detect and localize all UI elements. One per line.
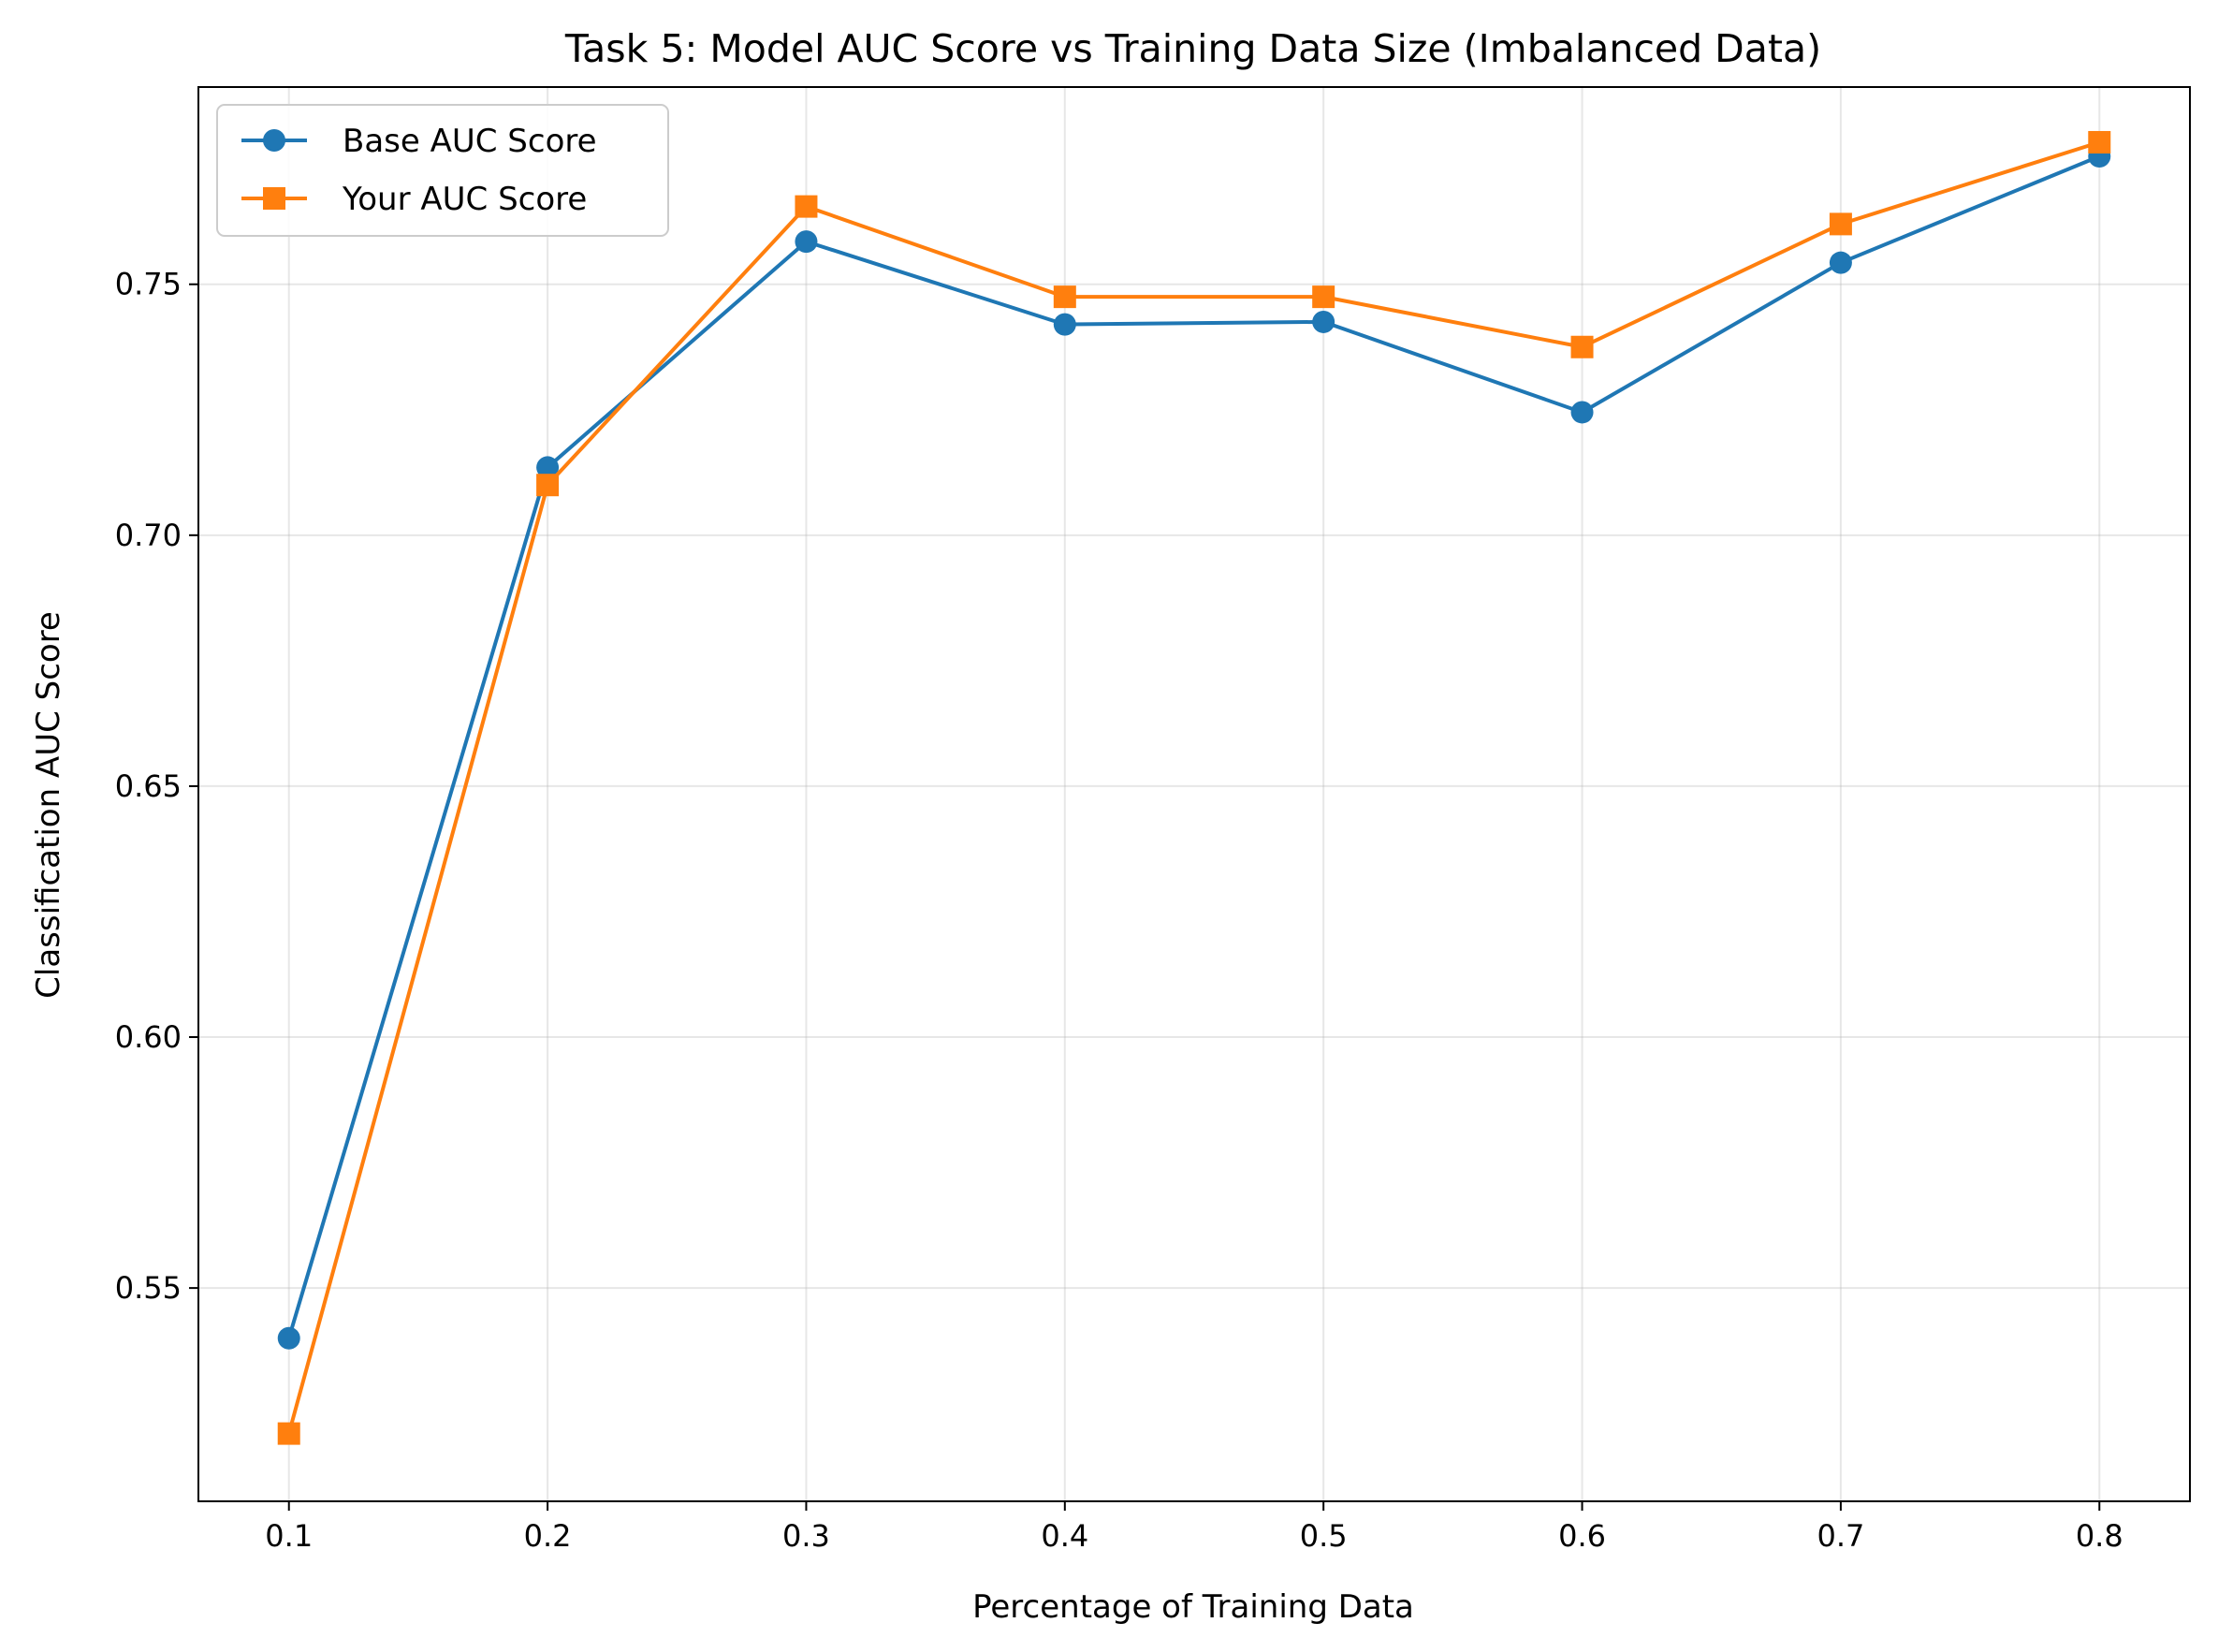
series-layer xyxy=(277,130,2111,1445)
x-tick-label: 0.6 xyxy=(1558,1518,1606,1554)
data-point-base xyxy=(1570,401,1594,424)
data-point-base xyxy=(277,1326,300,1350)
data-point-yours xyxy=(1829,212,1852,236)
y-axis-label: Classification AUC Score xyxy=(30,611,67,999)
data-point-base xyxy=(1829,251,1852,274)
legend-label-yours: Your AUC Score xyxy=(342,181,587,218)
x-tick-label: 0.4 xyxy=(1041,1518,1088,1554)
y-tick-label: 0.60 xyxy=(115,1019,182,1055)
legend: Base AUC Score Your AUC Score xyxy=(216,104,669,237)
data-point-base xyxy=(795,230,818,254)
data-point-yours xyxy=(1312,285,1335,309)
series-yours xyxy=(277,130,2111,1445)
x-tick-label: 0.1 xyxy=(265,1518,313,1554)
data-point-yours xyxy=(1053,285,1076,309)
y-ticks: 0.55 0.60 0.65 0.70 0.75 xyxy=(115,267,198,1306)
y-tick-label: 0.55 xyxy=(115,1270,182,1306)
series-line-base xyxy=(286,154,2101,1339)
legend-box xyxy=(216,104,669,237)
y-tick-label: 0.75 xyxy=(115,267,182,302)
data-point-yours xyxy=(277,1422,300,1445)
data-point-yours xyxy=(795,195,818,218)
series-line-yours xyxy=(286,140,2100,1435)
legend-label-base: Base AUC Score xyxy=(343,123,597,160)
data-point-base xyxy=(1053,313,1076,336)
legend-marker-base xyxy=(263,129,285,152)
y-tick-label: 0.70 xyxy=(115,518,182,553)
grid xyxy=(198,87,2190,1501)
x-tick-label: 0.5 xyxy=(1300,1518,1348,1554)
plot-frame xyxy=(197,86,2191,1502)
x-tick-label: 0.8 xyxy=(2076,1518,2123,1554)
x-tick-label: 0.7 xyxy=(1817,1518,1864,1554)
x-tick-label: 0.2 xyxy=(524,1518,572,1554)
y-tick-label: 0.65 xyxy=(115,768,182,804)
x-axis-label: Percentage of Training Data xyxy=(972,1588,1414,1626)
data-point-yours xyxy=(1570,335,1594,358)
data-point-base xyxy=(1312,310,1335,333)
data-point-yours xyxy=(2088,130,2111,154)
x-ticks: 0.1 0.2 0.3 0.4 0.5 0.6 0.7 0.8 xyxy=(265,1501,2123,1554)
x-tick-label: 0.3 xyxy=(782,1518,830,1554)
legend-marker-yours xyxy=(263,187,285,210)
chart-title: Task 5: Model AUC Score vs Training Data… xyxy=(564,26,1821,71)
data-point-yours xyxy=(536,474,560,497)
data-point-base xyxy=(536,456,560,479)
